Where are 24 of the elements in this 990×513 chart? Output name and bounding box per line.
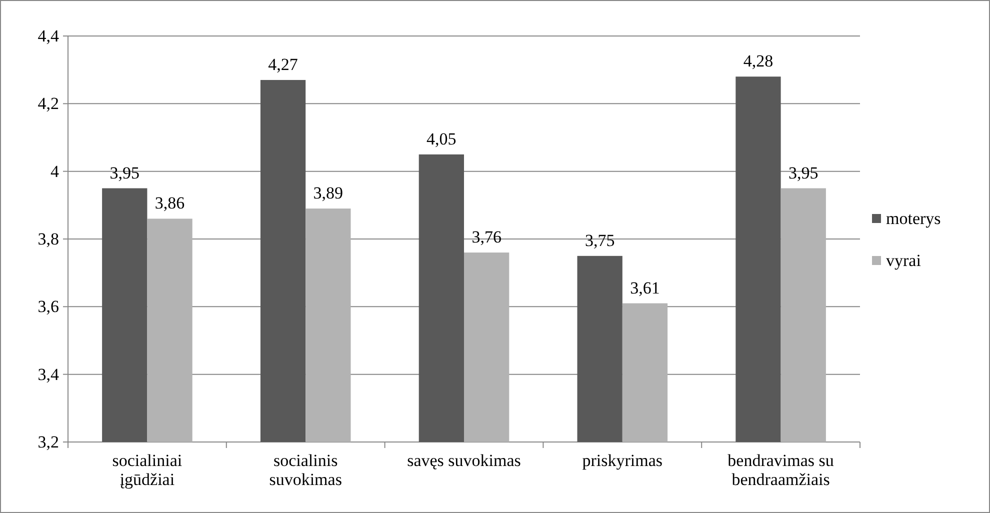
y-tick-label: 4 (50, 162, 60, 181)
data-label: 4,05 (426, 129, 456, 148)
y-tick-label: 3,8 (38, 229, 59, 248)
data-label: 3,95 (788, 163, 818, 182)
x-tick-label: socialiniai įgūdžiai (112, 451, 182, 489)
y-tick-label: 3,4 (38, 364, 60, 384)
legend-label: moterys (886, 209, 941, 228)
data-label: 3,95 (110, 163, 140, 182)
x-tick-label: savęs suvokimas (407, 451, 521, 470)
data-label: 4,27 (268, 54, 298, 74)
x-tick-label: priskyrimas (582, 451, 663, 470)
data-label: 3,75 (584, 230, 615, 250)
data-label: 4,28 (743, 52, 774, 71)
data-label: 3,61 (630, 278, 660, 298)
x-tick-label: socialinis suvokimas (269, 451, 342, 489)
y-tick-label: 4,4 (38, 26, 60, 46)
y-tick-label: 4,2 (38, 94, 59, 114)
data-label: 3,76 (472, 228, 502, 247)
data-label: 3,89 (313, 184, 344, 203)
data-label: 3,86 (154, 194, 185, 213)
y-tick-label: 3,2 (38, 432, 59, 452)
y-tick-label: 3,6 (38, 297, 59, 316)
legend-label: vyrai (886, 251, 922, 270)
x-tick-label: bendravimas su bendraamžiais (728, 451, 834, 489)
